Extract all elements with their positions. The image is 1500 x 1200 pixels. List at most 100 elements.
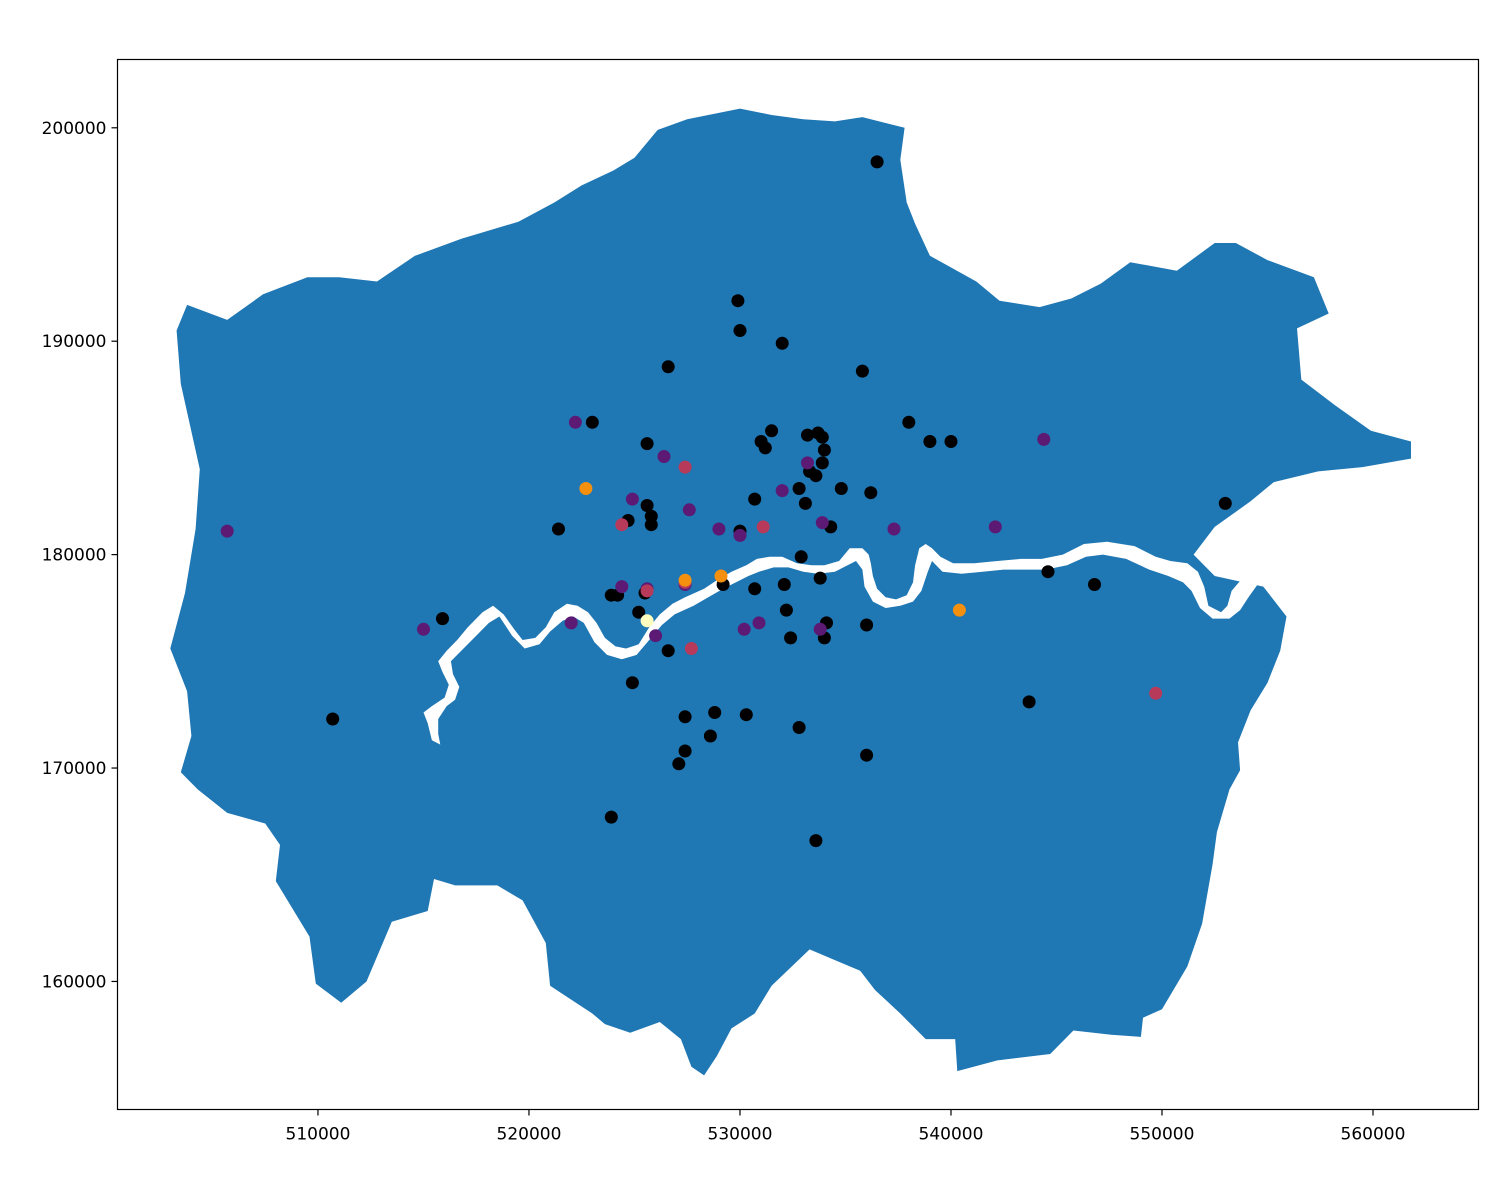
data-point (855, 364, 869, 378)
thames-river (423, 511, 1416, 745)
y-tick-label: 190000 (42, 332, 107, 352)
data-point (817, 443, 831, 457)
data-point (748, 582, 762, 596)
data-point (564, 616, 578, 630)
data-point (644, 518, 658, 532)
data-point (632, 605, 646, 619)
data-point (604, 810, 618, 824)
data-point (765, 424, 779, 438)
data-point (657, 450, 671, 463)
data-point (661, 360, 675, 374)
y-tick-label: 170000 (42, 759, 107, 779)
data-point (775, 484, 789, 498)
data-point (775, 336, 789, 350)
y-tick-label: 180000 (42, 546, 107, 566)
data-point (678, 573, 692, 587)
data-point (887, 522, 901, 536)
data-point (815, 456, 829, 470)
x-axis: 510000 520000 530000 540000 550000 560000 (286, 1109, 1406, 1145)
data-point (714, 569, 728, 583)
data-point (672, 757, 686, 771)
data-point (625, 676, 639, 690)
data-point (756, 520, 770, 534)
data-point (579, 482, 593, 495)
data-point (813, 571, 827, 585)
data-point (792, 721, 806, 734)
data-point (661, 644, 675, 658)
data-point (1088, 578, 1101, 591)
data-point (784, 631, 798, 645)
data-point (870, 155, 884, 169)
data-point (678, 744, 692, 758)
x-tick-label: 510000 (286, 1125, 351, 1145)
axes-frame (116, 58, 1480, 1111)
data-point (988, 520, 1002, 534)
data-point (436, 612, 449, 626)
data-point (682, 503, 696, 517)
data-point (678, 460, 692, 474)
data-point (860, 618, 874, 632)
data-point (640, 499, 654, 512)
data-point (748, 492, 762, 506)
data-point (640, 437, 654, 451)
data-point (220, 524, 234, 538)
data-point (733, 528, 747, 542)
x-tick-label: 550000 (1130, 1125, 1195, 1145)
data-point (815, 430, 829, 444)
data-point (615, 580, 629, 594)
y-axis: 160000 170000 180000 190000 200000 (42, 119, 118, 992)
x-tick-label: 530000 (708, 1125, 773, 1145)
data-point (792, 482, 806, 495)
data-point (712, 522, 726, 536)
data-point (552, 522, 565, 536)
data-point (1218, 496, 1232, 510)
data-point (779, 603, 793, 617)
data-point (731, 294, 745, 308)
data-point (798, 496, 812, 510)
data-point (708, 706, 722, 719)
data-point (568, 415, 582, 429)
data-point (923, 435, 937, 448)
region-layer (170, 108, 1416, 1076)
data-point (737, 622, 751, 636)
data-point (1037, 432, 1051, 446)
data-point (625, 492, 639, 506)
points-layer (220, 155, 1232, 848)
y-tick-label: 200000 (42, 119, 107, 139)
data-point (649, 629, 663, 643)
data-point (684, 642, 698, 655)
data-point (860, 748, 874, 762)
data-point (752, 616, 766, 630)
data-point (809, 834, 823, 848)
data-point (801, 428, 814, 442)
data-point (640, 614, 654, 628)
y-tick-label: 160000 (42, 972, 107, 992)
data-point (1041, 565, 1055, 579)
data-point (640, 584, 654, 598)
x-tick-label: 560000 (1341, 1125, 1406, 1145)
data-point (739, 708, 753, 722)
data-point (952, 603, 966, 617)
data-point (615, 518, 629, 532)
data-point (703, 729, 717, 743)
x-tick-label: 540000 (919, 1125, 984, 1145)
data-point (813, 622, 827, 636)
data-point (417, 622, 430, 636)
data-point (834, 482, 848, 495)
data-point (864, 486, 878, 500)
data-point (758, 441, 772, 455)
data-point (585, 415, 599, 429)
data-point (777, 578, 791, 591)
data-point (1022, 695, 1036, 709)
x-tick-label: 520000 (497, 1125, 562, 1145)
data-point (944, 435, 958, 448)
data-point (733, 324, 747, 337)
data-point (801, 456, 814, 470)
london-boundary-polygon (170, 108, 1411, 1076)
data-point (809, 469, 823, 483)
data-point (815, 516, 829, 530)
data-point (326, 712, 340, 726)
data-point (1149, 686, 1163, 700)
data-point (794, 550, 808, 564)
